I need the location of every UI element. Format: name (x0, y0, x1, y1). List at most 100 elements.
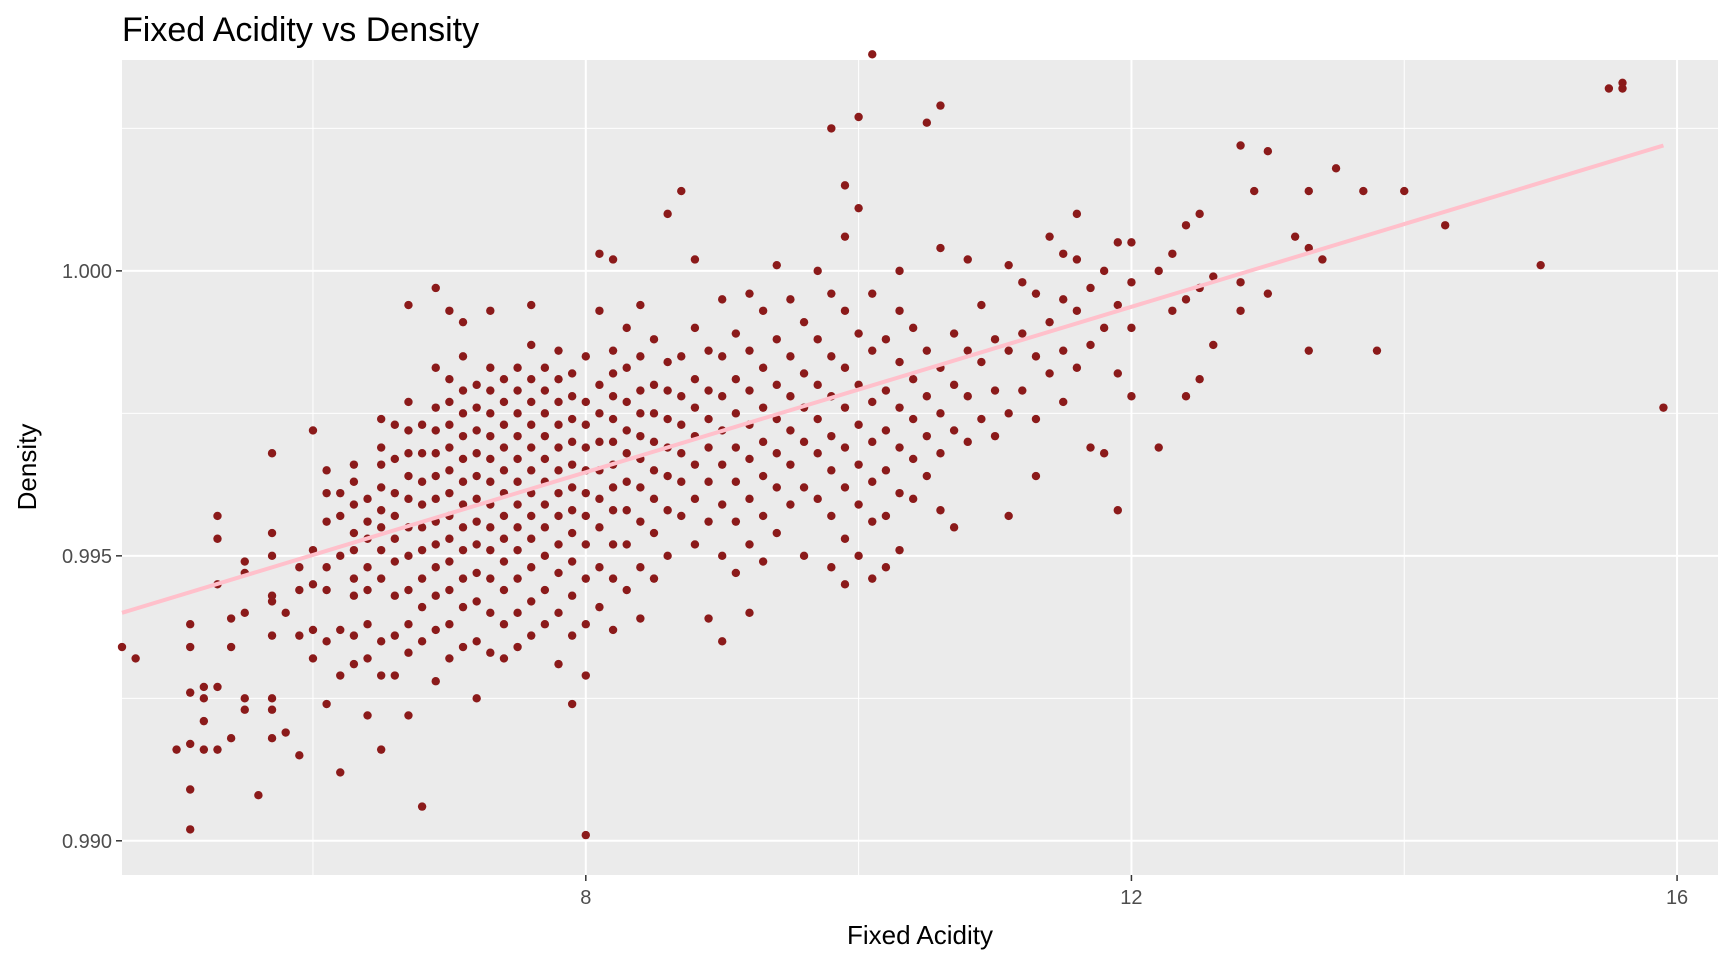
data-point (213, 745, 222, 754)
data-point (649, 574, 659, 583)
data-point (417, 449, 427, 458)
data-point (431, 540, 440, 549)
data-point (840, 483, 850, 492)
data-point (527, 511, 536, 521)
data-point (704, 517, 713, 526)
data-point (376, 460, 386, 469)
x-tick-label: 8 (580, 887, 591, 909)
data-point (908, 374, 918, 384)
data-point (881, 426, 891, 435)
data-point (745, 386, 754, 395)
data-point (458, 574, 468, 583)
data-point (513, 500, 522, 509)
data-point (854, 112, 863, 122)
data-point (376, 506, 386, 515)
data-point (527, 340, 536, 350)
data-point (881, 335, 891, 344)
data-point (186, 688, 195, 697)
data-point (1536, 260, 1545, 270)
data-point (636, 409, 645, 418)
data-point (472, 694, 481, 703)
data-point (431, 591, 440, 600)
data-point (472, 540, 481, 549)
data-point (745, 608, 754, 618)
data-point (527, 631, 536, 640)
data-point (527, 597, 536, 606)
data-point (649, 528, 659, 538)
data-point (1045, 317, 1054, 327)
data-point (322, 488, 331, 498)
data-point (1004, 511, 1013, 521)
data-point (663, 357, 672, 367)
data-point (595, 249, 604, 258)
data-point (827, 511, 836, 521)
data-point (963, 346, 972, 355)
data-point (636, 563, 645, 572)
data-point (1099, 323, 1109, 333)
data-point (1250, 186, 1259, 196)
data-point (363, 654, 372, 663)
data-point (908, 494, 918, 504)
data-point (540, 551, 550, 561)
data-point (281, 728, 290, 737)
data-point (608, 346, 618, 355)
data-point (486, 386, 495, 395)
data-point (718, 637, 727, 646)
data-point (690, 460, 700, 469)
data-point (1072, 363, 1082, 372)
data-point (445, 488, 454, 498)
data-point (527, 300, 536, 310)
data-point (718, 392, 727, 401)
data-point (172, 745, 181, 754)
data-point (308, 654, 318, 663)
data-point (322, 466, 331, 475)
data-point (499, 397, 509, 407)
data-point (417, 802, 427, 811)
data-point (404, 585, 413, 595)
data-point (499, 443, 509, 452)
major-gridlines (122, 60, 1718, 875)
data-point (540, 620, 550, 629)
data-point (404, 300, 413, 310)
data-point (1304, 346, 1313, 355)
data-point (254, 791, 263, 800)
data-point (1059, 249, 1068, 258)
data-point (322, 563, 331, 572)
data-point (799, 317, 809, 327)
data-point (786, 460, 795, 469)
data-point (840, 403, 850, 412)
data-point (404, 426, 413, 435)
data-point (595, 602, 604, 612)
data-point (458, 477, 468, 486)
data-point (677, 511, 686, 521)
data-point (417, 545, 427, 555)
data-point (308, 426, 318, 435)
data-point (704, 614, 713, 623)
data-point (1127, 323, 1136, 333)
trend-line-group (121, 143, 1665, 615)
data-point (936, 449, 945, 458)
data-point (554, 568, 563, 578)
data-point (868, 289, 877, 298)
data-point (390, 671, 400, 680)
data-point (977, 414, 986, 424)
data-point (540, 523, 550, 532)
data-point (376, 637, 386, 646)
data-point (431, 363, 440, 372)
data-point (922, 431, 932, 441)
data-point (458, 386, 468, 395)
data-point (390, 420, 400, 429)
data-point (186, 825, 195, 834)
data-point (567, 414, 577, 424)
data-point (431, 494, 440, 504)
data-point (349, 460, 359, 469)
data-point (431, 471, 440, 481)
data-point (649, 494, 659, 504)
data-point (1209, 272, 1218, 281)
data-point (527, 420, 536, 429)
data-point (349, 477, 359, 486)
data-point (704, 346, 713, 355)
data-point (1099, 266, 1109, 276)
data-point (1059, 295, 1068, 304)
